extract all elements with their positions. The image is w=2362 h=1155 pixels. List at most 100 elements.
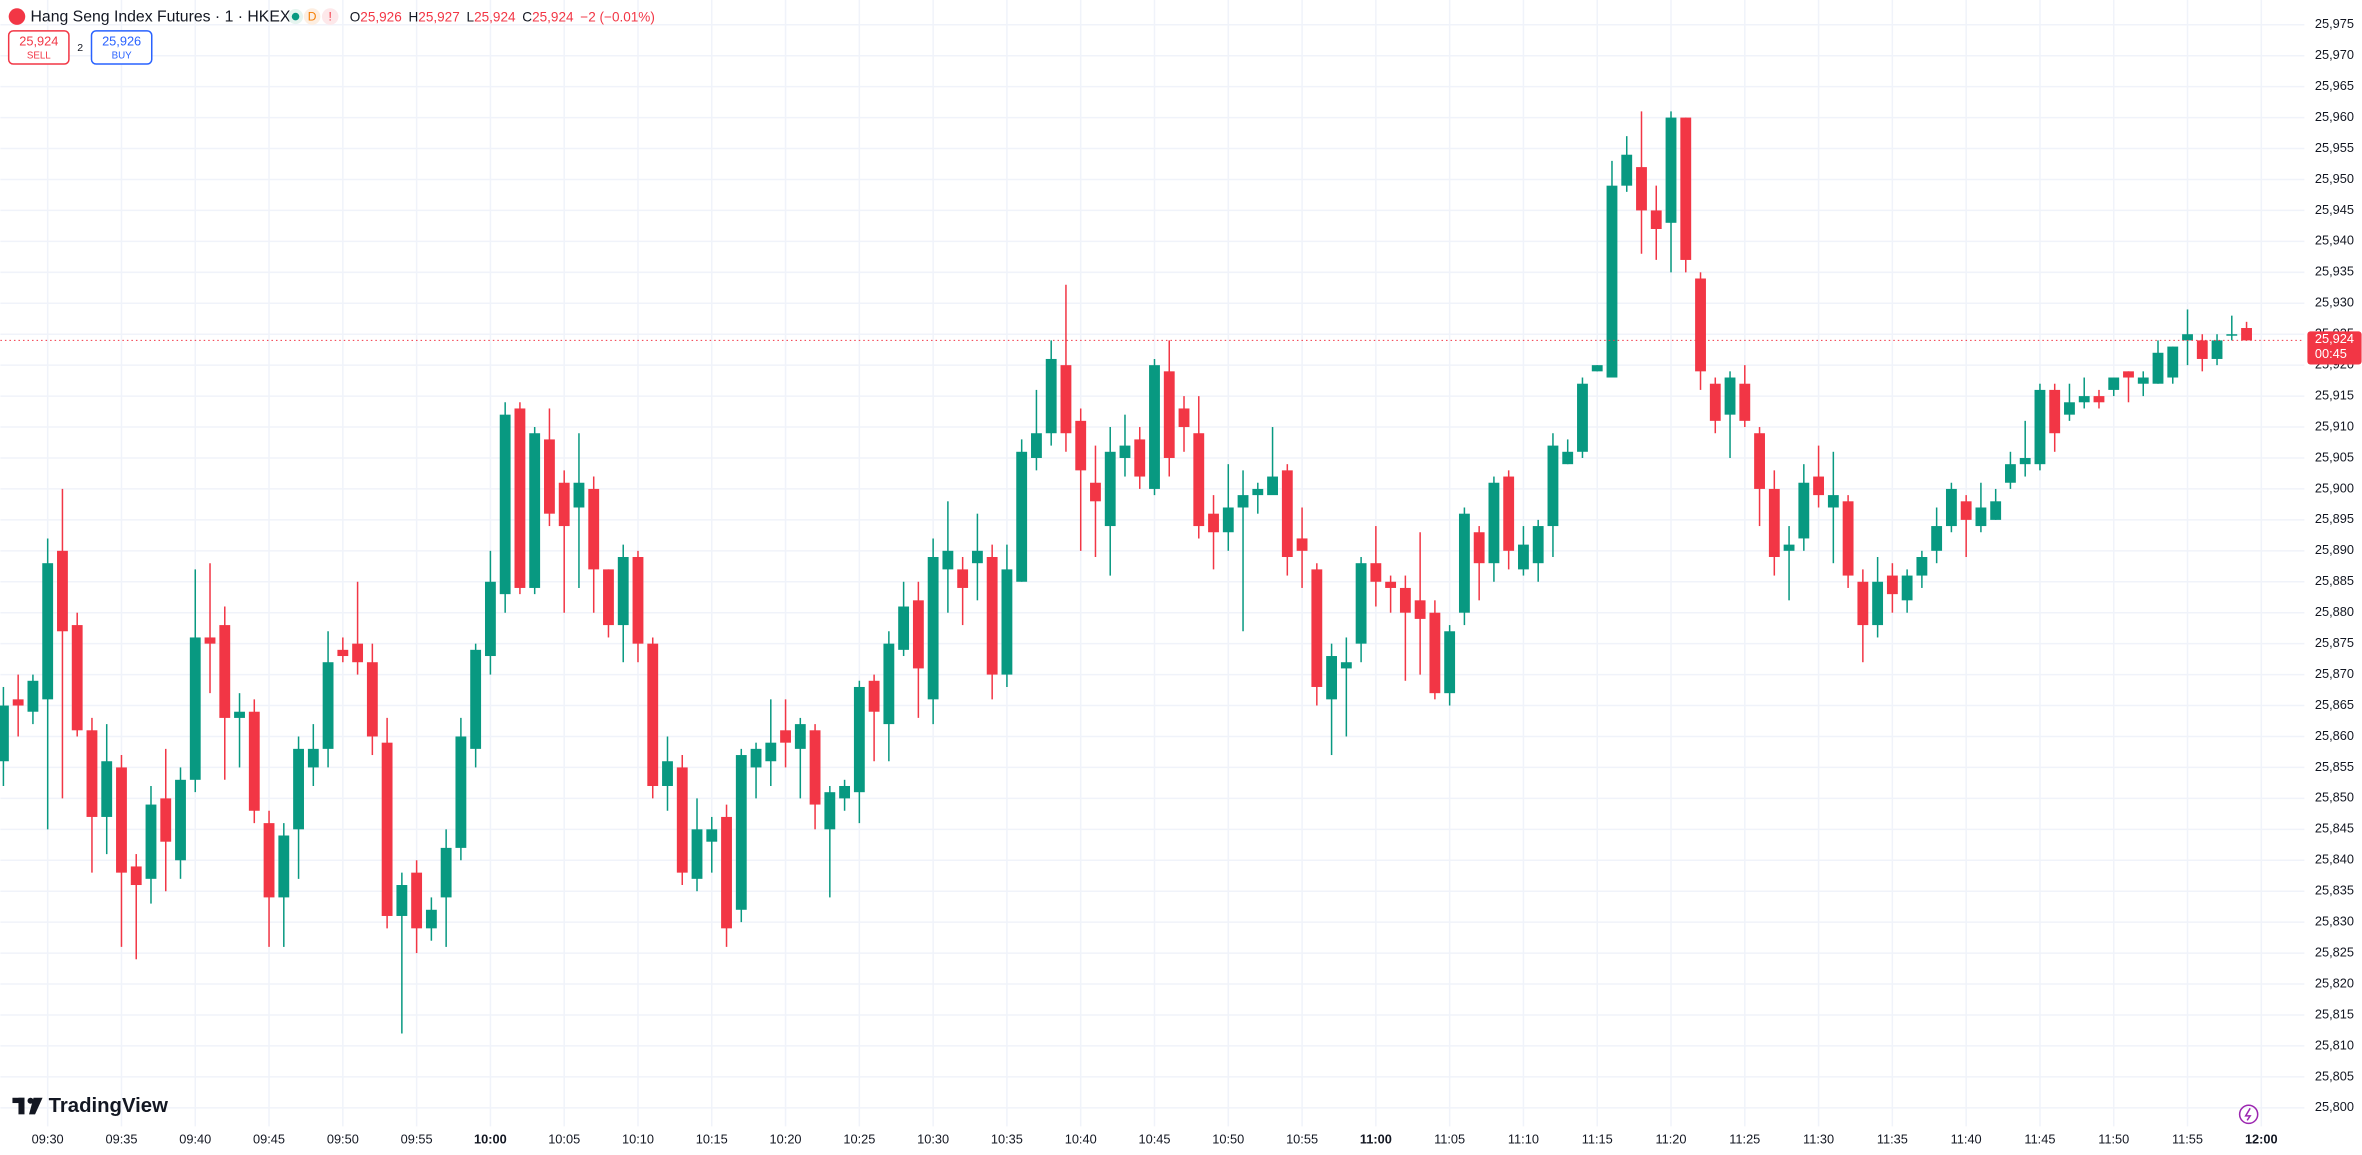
- y-tick-label: 25,865: [2315, 697, 2354, 712]
- candle-body: [2019, 457, 2031, 465]
- candle-body: [647, 643, 659, 786]
- candle-body: [1193, 433, 1205, 527]
- y-tick-label: 25,960: [2315, 109, 2354, 124]
- x-tick-label: 10:30: [917, 1131, 949, 1146]
- lightning-button[interactable]: [2238, 1104, 2259, 1125]
- alert-badge[interactable]: [321, 8, 339, 25]
- y-tick-label: 25,965: [2315, 78, 2354, 93]
- candle-body: [1340, 662, 1352, 669]
- x-tick-label: 11:50: [2098, 1131, 2129, 1146]
- candle-body: [1001, 569, 1013, 675]
- x-tick-label: 10:20: [770, 1131, 802, 1146]
- x-tick-label: 11:00: [1360, 1131, 1392, 1146]
- candle-body: [1768, 488, 1780, 558]
- candle-body: [1621, 154, 1633, 186]
- candle-body: [1960, 501, 1972, 520]
- candle-body: [1178, 408, 1190, 428]
- candle-body: [175, 779, 186, 861]
- candle-body: [2123, 371, 2134, 378]
- candle-body: [1473, 532, 1485, 564]
- candle-body: [204, 637, 216, 644]
- buy-button[interactable]: [90, 30, 153, 65]
- candle-body: [1680, 117, 1692, 260]
- candle-body: [2064, 402, 2075, 415]
- candle-body: [957, 569, 969, 588]
- y-tick-label: 25,895: [2315, 511, 2354, 526]
- candle-body: [1665, 117, 1677, 223]
- candle-body: [189, 637, 201, 780]
- candle-body: [765, 742, 777, 762]
- x-tick-label: 11:30: [1803, 1131, 1834, 1146]
- candle-body: [514, 408, 526, 588]
- y-tick-label: 25,905: [2315, 449, 2354, 464]
- alert-badge-text: !: [329, 10, 332, 24]
- l-label: L: [467, 9, 475, 24]
- candle-body: [1518, 544, 1529, 570]
- y-tick-label: 25,810: [2315, 1037, 2354, 1052]
- y-tick-label: 25,950: [2315, 171, 2354, 186]
- candle-body: [263, 823, 275, 898]
- x-tick-label: 09:40: [179, 1131, 211, 1146]
- candle-body: [2078, 396, 2090, 403]
- candle-body: [2152, 352, 2164, 384]
- y-tick-label: 25,805: [2315, 1068, 2354, 1083]
- y-tick-label: 25,970: [2315, 47, 2354, 62]
- candle-body: [1045, 358, 1057, 434]
- candle-body: [470, 649, 482, 749]
- candle-body: [86, 730, 98, 817]
- y-tick-label: 25,855: [2315, 759, 2354, 774]
- x-tick-label: 10:05: [548, 1131, 580, 1146]
- candle-body: [116, 767, 127, 873]
- o-value: 25,926: [360, 9, 401, 24]
- x-tick-label: 09:50: [327, 1131, 359, 1146]
- y-tick-label: 25,940: [2315, 233, 2354, 248]
- l-value: 25,924: [474, 9, 516, 24]
- h-value: 25,927: [418, 9, 459, 24]
- symbol-title[interactable]: Hang Seng Index Futures · 1 · HKEX: [31, 8, 291, 25]
- candle-body: [1355, 563, 1367, 644]
- candle-body: [735, 755, 747, 910]
- delay-badge[interactable]: [303, 8, 321, 25]
- candle-body: [986, 557, 998, 675]
- candle-body: [853, 686, 865, 793]
- candle-body: [1031, 433, 1042, 458]
- candle-body: [293, 748, 304, 830]
- candle-body: [1945, 488, 1957, 527]
- candle-body: [1296, 538, 1308, 551]
- x-tick-label: 11:10: [1508, 1131, 1539, 1146]
- h-label: H: [409, 9, 419, 24]
- y-tick-label: 25,875: [2315, 635, 2354, 650]
- candle-body: [2167, 346, 2179, 378]
- y-tick-label: 25,975: [2315, 16, 2354, 31]
- candle-body: [1488, 482, 1500, 564]
- candle-body: [780, 730, 791, 743]
- candle-body: [1429, 612, 1441, 694]
- y-tick-label: 25,870: [2315, 666, 2354, 681]
- brand-logo[interactable]: TradingView: [12, 1095, 168, 1117]
- candle-body: [2182, 334, 2193, 341]
- candle-body: [1414, 600, 1426, 619]
- y-tick-label: 25,815: [2315, 1006, 2354, 1021]
- candle-body: [337, 649, 349, 657]
- candle-body: [691, 829, 703, 879]
- y-tick-label: 25,945: [2315, 202, 2354, 217]
- buy-price: 25,926: [102, 34, 141, 49]
- candle-body: [1975, 507, 1987, 527]
- y-tick-label: 25,850: [2315, 790, 2354, 805]
- candle-body: [706, 829, 718, 842]
- candle-body: [1916, 557, 1928, 576]
- x-tick-label: 11:35: [1877, 1131, 1908, 1146]
- candle-body: [352, 643, 364, 663]
- candle-body: [927, 557, 939, 700]
- candle-body: [322, 662, 334, 749]
- sell-label: SELL: [27, 50, 51, 61]
- symbol-logo[interactable]: [8, 8, 26, 25]
- candle-body: [1709, 383, 1721, 421]
- candle-body: [1577, 383, 1588, 452]
- candle-body: [411, 872, 423, 929]
- sell-button[interactable]: [7, 30, 70, 65]
- candle-body: [1901, 575, 1913, 601]
- candle-body: [2241, 328, 2252, 341]
